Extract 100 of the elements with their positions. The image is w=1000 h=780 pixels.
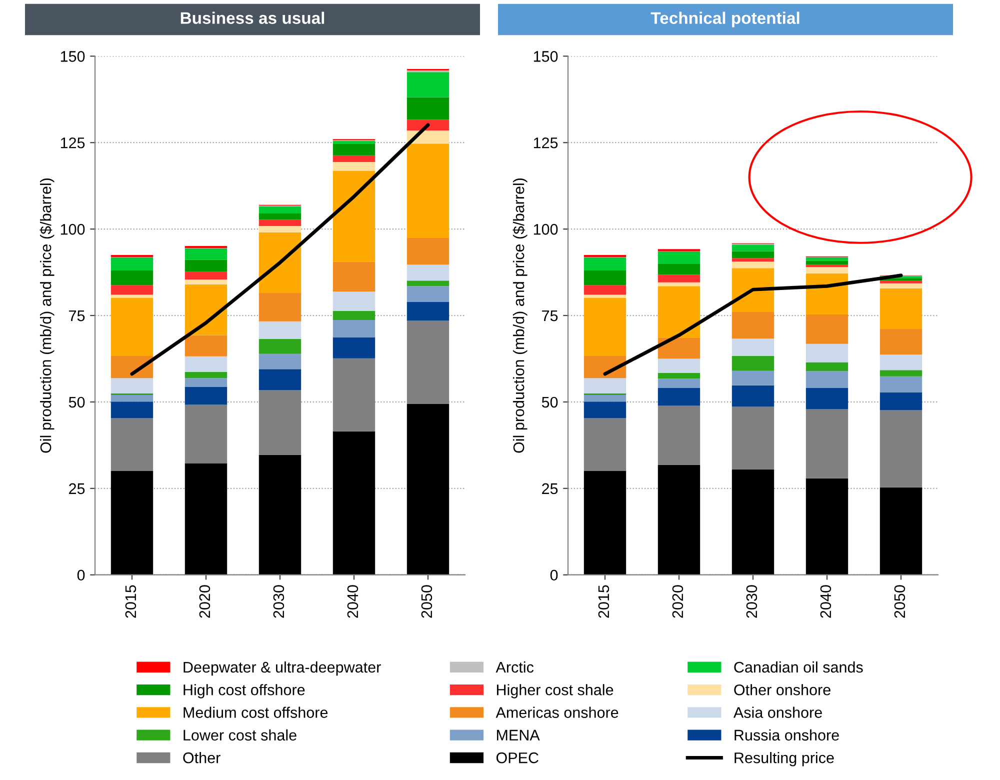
bar [806,388,848,410]
y-tick-label: 75 [542,310,558,322]
bar [732,469,774,575]
bar [658,378,700,388]
bar [184,280,228,284]
y-tick-label: 100 [534,224,558,235]
bar [584,294,626,298]
bar [732,251,774,258]
bar [806,264,848,268]
bar [184,378,228,387]
legend-label: Lower cost shale [184,729,296,741]
bar [258,369,302,390]
bar [406,280,450,286]
legend-label: Medium cost offshore [184,706,328,718]
bar [658,464,700,575]
bar [110,254,154,258]
bar [110,418,154,471]
bar [110,378,154,394]
bar [332,337,376,358]
bar [584,257,626,271]
legend-label: Other onshore [734,684,830,696]
bar [806,273,848,314]
bar [406,302,450,321]
bar [658,372,700,379]
bar [806,409,848,478]
bar [258,214,302,220]
bar [732,338,774,356]
y-tick-label: 25 [69,483,85,494]
bar [332,162,376,171]
bar [258,390,302,455]
bar [880,410,922,488]
x-tick-label: 2015 [598,585,610,618]
bar [332,431,376,575]
bar [184,464,228,575]
bar [732,356,774,371]
bar [110,402,154,418]
legend-label: Russia onshore [734,729,839,741]
bar [406,264,450,281]
x-tick-label: 2050 [894,585,906,618]
legend-label: OPEC [496,752,538,764]
bar [880,487,922,575]
bar [258,232,302,294]
bar [658,388,700,406]
y-tick-label: 100 [60,224,85,235]
bar [184,404,228,464]
bar [658,282,700,286]
bar [332,311,376,320]
bar [880,283,922,289]
bar [806,314,848,344]
bar [184,260,228,272]
legend-label: Asia onshore [733,706,822,718]
bar [258,220,302,226]
legend-label: MENA [496,730,540,740]
bar [406,97,450,120]
legend-label: Canadian oil sands [734,661,863,673]
bar [806,257,848,261]
y-tick-label: 0 [77,570,85,581]
y-tick-label: 125 [60,137,85,148]
bar [806,371,848,388]
x-tick-label: 2030 [273,585,284,618]
x-tick-label: 2040 [347,585,358,618]
bar [332,292,376,312]
bar [658,406,700,465]
line-series [603,274,903,376]
y-tick-label: 25 [542,483,558,494]
bar [110,270,154,286]
bar [184,284,228,336]
bar [732,258,774,262]
x-tick-label: 2050 [421,585,432,618]
bar [406,238,450,265]
y-tick-label: 0 [550,570,558,581]
bar [332,320,376,338]
x-tick-label: 2015 [125,585,136,618]
bar [584,402,626,418]
bar [880,376,922,392]
bar [806,260,848,265]
bar [880,392,922,410]
x-tick-label: 2020 [672,585,684,618]
bar [806,478,848,575]
bar [732,268,774,312]
bar [258,206,302,214]
bar [658,274,700,282]
bar [258,339,302,354]
bar [258,321,302,340]
bar [732,370,774,386]
bar [184,335,228,356]
legend-label: High cost offshore [184,684,305,698]
bar [806,344,848,362]
x-tick-label: 2040 [820,585,832,618]
bar [184,272,228,280]
bar [732,244,774,252]
bar [332,262,376,292]
bar [732,312,774,339]
chart-title: Business as usual [180,12,324,24]
bar [110,470,154,575]
bar [406,120,450,131]
y-tick-label: 50 [542,396,558,408]
bar [332,155,376,162]
bar [332,358,376,432]
chart-title: Technical potential [650,12,800,28]
